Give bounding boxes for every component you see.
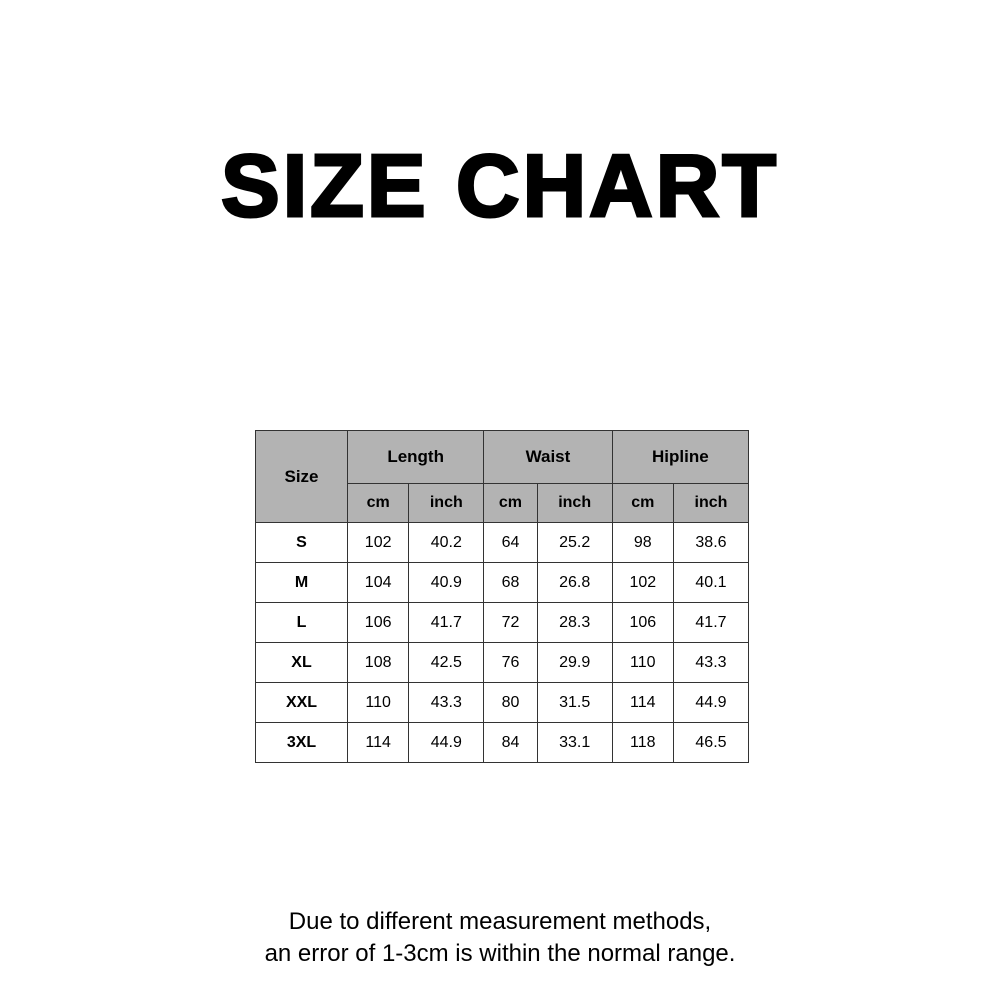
value-cell: 110 [611, 642, 674, 683]
note-line-2: an error of 1-3cm is within the normal r… [264, 940, 736, 967]
table-row: M 104 40.9 68 26.8 102 40.1 [255, 562, 750, 603]
value-cell: 40.9 [408, 562, 485, 603]
size-header: Size [255, 430, 348, 523]
value-cell: 31.5 [536, 682, 613, 723]
table-body: S 102 40.2 64 25.2 98 38.6 M 104 40.9 68 26.8 102 40.… [255, 522, 750, 763]
value-cell: 98 [611, 522, 674, 563]
value-cell: 29.9 [536, 642, 613, 683]
value-cell: 26.8 [536, 562, 613, 603]
value-cell: 46.5 [672, 722, 750, 763]
value-cell: 72 [483, 602, 538, 643]
value-cell: 41.7 [408, 602, 485, 643]
value-cell: 64 [483, 522, 538, 563]
header-row-groups: Size Length Waist Hipline [255, 430, 750, 523]
value-cell: 41.7 [672, 602, 750, 643]
value-cell: 80 [483, 682, 538, 723]
value-cell: 114 [346, 722, 410, 763]
unit-header: inch [408, 483, 485, 523]
value-cell: 84 [483, 722, 538, 763]
size-cell: XL [255, 642, 348, 683]
measurement-note: Due to different measurement methods, an… [0, 906, 1000, 970]
value-cell: 68 [483, 562, 538, 603]
unit-header: cm [483, 483, 538, 523]
value-cell: 28.3 [536, 602, 613, 643]
unit-header: cm [346, 483, 410, 523]
size-cell: M [255, 562, 348, 603]
value-cell: 110 [346, 682, 410, 723]
value-cell: 33.1 [536, 722, 613, 763]
size-cell: L [255, 602, 348, 643]
value-cell: 102 [611, 562, 674, 603]
value-cell: 118 [611, 722, 674, 763]
value-cell: 38.6 [672, 522, 750, 563]
note-line-1: Due to different measurement methods, [288, 908, 712, 935]
page-title: SIZE CHART [220, 135, 779, 237]
value-cell: 40.1 [672, 562, 750, 603]
value-cell: 44.9 [672, 682, 750, 723]
unit-header: cm [611, 483, 674, 523]
group-header-hipline: Hipline [611, 430, 750, 484]
table-row: 3XL 114 44.9 84 33.1 118 46.5 [255, 722, 750, 763]
size-cell: XXL [255, 682, 348, 723]
value-cell: 104 [346, 562, 410, 603]
value-cell: 108 [346, 642, 410, 683]
unit-header: inch [672, 483, 750, 523]
group-header-length: Length [346, 430, 485, 484]
value-cell: 102 [346, 522, 410, 563]
table-row: XXL 110 43.3 80 31.5 114 44.9 [255, 682, 750, 723]
value-cell: 106 [346, 602, 410, 643]
value-cell: 43.3 [672, 642, 750, 683]
value-cell: 114 [611, 682, 674, 723]
size-table: Size Length Waist Hipline cm inch cm inc… [255, 430, 750, 763]
value-cell: 42.5 [408, 642, 485, 683]
unit-header: inch [536, 483, 613, 523]
value-cell: 43.3 [408, 682, 485, 723]
header-row-units: cm inch cm inch cm inch [256, 483, 750, 523]
table-row: L 106 41.7 72 28.3 106 41.7 [255, 602, 750, 643]
table-row: S 102 40.2 64 25.2 98 38.6 [255, 522, 750, 563]
value-cell: 44.9 [408, 722, 485, 763]
value-cell: 76 [483, 642, 538, 683]
value-cell: 25.2 [536, 522, 613, 563]
value-cell: 106 [611, 602, 674, 643]
size-cell: S [255, 522, 348, 563]
value-cell: 40.2 [408, 522, 485, 563]
group-header-waist: Waist [483, 430, 613, 484]
size-cell: 3XL [255, 722, 348, 763]
table-row: XL 108 42.5 76 29.9 110 43.3 [255, 642, 750, 683]
